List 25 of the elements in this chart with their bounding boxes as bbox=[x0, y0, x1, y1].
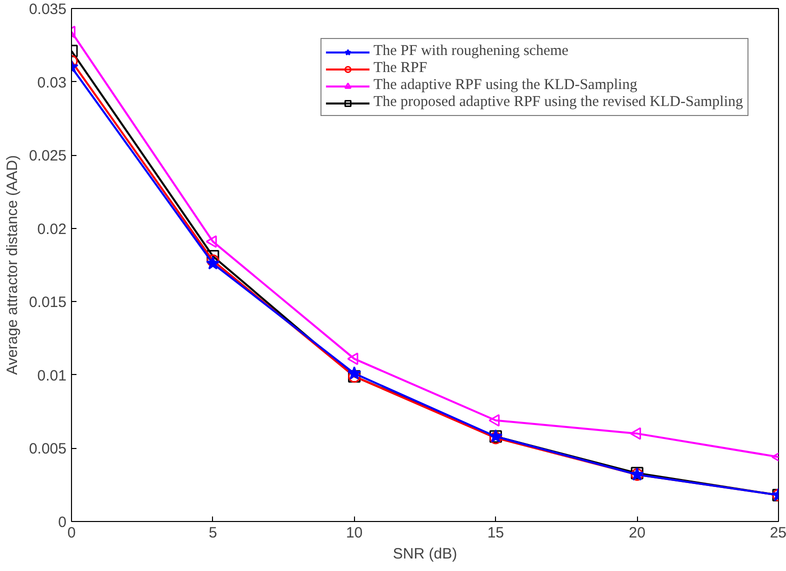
point bbox=[206, 256, 220, 270]
y-tick-label: 0.025 bbox=[28, 148, 67, 165]
point bbox=[488, 414, 500, 427]
x-tick-label: 25 bbox=[770, 524, 786, 542]
legend-label: The adaptive RPF using the KLD-Sampling bbox=[373, 77, 638, 94]
point bbox=[206, 254, 220, 267]
legend-label: The PF with roughening scheme bbox=[373, 43, 568, 60]
x-axis-title: SNR (dB) bbox=[392, 546, 458, 562]
x-tick-label: 20 bbox=[628, 524, 646, 542]
y-tick-label: 0 bbox=[58, 514, 66, 531]
y-tick-label: 0.01 bbox=[37, 367, 67, 384]
legend-label: The proposed adaptive RPF using the revised KLD-Sampling bbox=[373, 94, 743, 111]
y-tick-label: 0.02 bbox=[37, 220, 67, 238]
legend-label: The RPF bbox=[373, 60, 428, 77]
y-tick-label: 0.035 bbox=[28, 1, 67, 18]
y-tick-label: 0.03 bbox=[37, 74, 67, 92]
point bbox=[630, 427, 642, 440]
y-tick-label: 0.015 bbox=[28, 294, 67, 312]
x-tick-label: 5 bbox=[208, 524, 218, 542]
y-tick-label: 0.005 bbox=[28, 440, 67, 458]
y-axis-title: Average attractor distance (AAD) bbox=[4, 155, 21, 375]
point bbox=[347, 366, 362, 380]
point bbox=[206, 250, 220, 262]
x-tick-label: 15 bbox=[487, 524, 504, 542]
x-tick-label: 10 bbox=[346, 524, 363, 542]
